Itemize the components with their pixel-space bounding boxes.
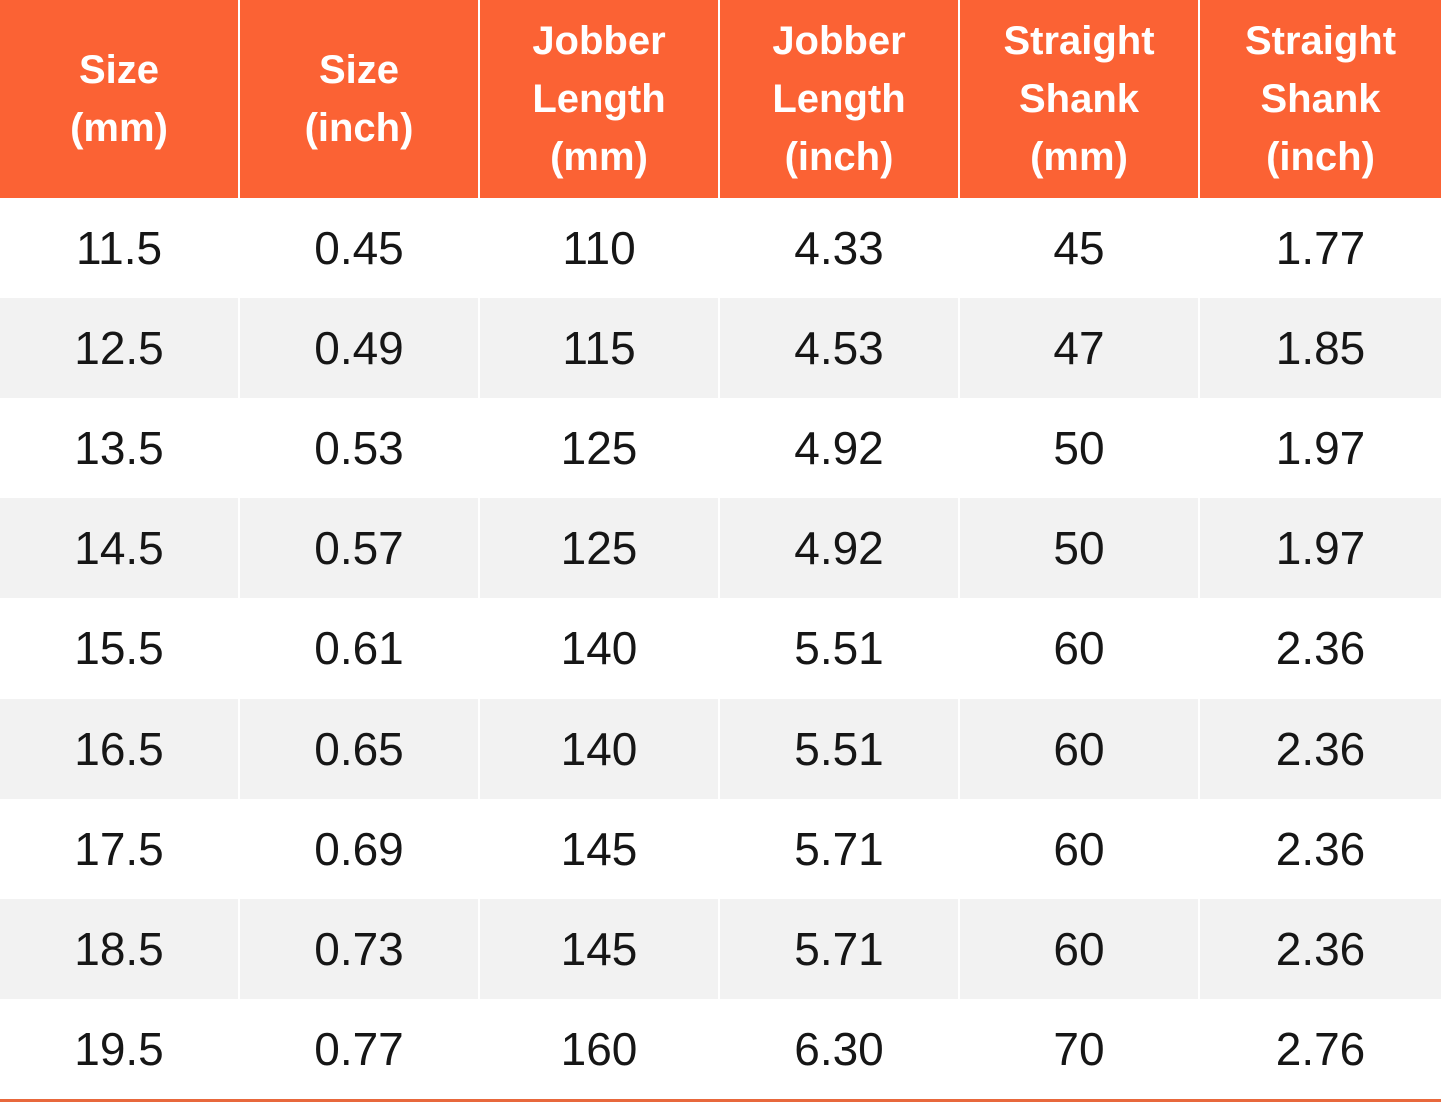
table-row: 14.5 0.57 125 4.92 50 1.97 (0, 498, 1441, 599)
table-cell: 2.36 (1200, 798, 1441, 899)
table-row: 17.5 0.69 145 5.71 60 2.36 (0, 798, 1441, 899)
table-cell: 12.5 (0, 298, 240, 399)
table-cell: 11.5 (0, 198, 240, 299)
column-header-size-inch: Size (inch) (240, 0, 480, 198)
table-cell: 1.97 (1200, 398, 1441, 499)
table-cell: 50 (960, 398, 1200, 499)
table-cell: 115 (480, 298, 720, 399)
table-cell: 60 (960, 698, 1200, 799)
table-cell: 5.51 (720, 598, 960, 699)
column-header-straight-shank-mm: Straight Shank (mm) (960, 0, 1200, 198)
table-cell: 2.76 (1200, 998, 1441, 1099)
table-row: 15.5 0.61 140 5.51 60 2.36 (0, 598, 1441, 699)
table-row: 19.5 0.77 160 6.30 70 2.76 (0, 998, 1441, 1099)
table-cell: 1.85 (1200, 298, 1441, 399)
table-cell: 2.36 (1200, 898, 1441, 999)
table-header-row: Size (mm) Size (inch) Jobber Length (mm)… (0, 0, 1441, 198)
table-row: 11.5 0.45 110 4.33 45 1.77 (0, 198, 1441, 299)
table-cell: 0.57 (240, 498, 480, 599)
table-cell: 0.73 (240, 898, 480, 999)
table-cell: 5.71 (720, 798, 960, 899)
table-cell: 4.92 (720, 398, 960, 499)
table-cell: 0.45 (240, 198, 480, 299)
table-cell: 4.53 (720, 298, 960, 399)
table-cell: 18.5 (0, 898, 240, 999)
table-cell: 6.30 (720, 998, 960, 1099)
table-cell: 4.92 (720, 498, 960, 599)
table-row: 16.5 0.65 140 5.51 60 2.36 (0, 698, 1441, 799)
table-cell: 140 (480, 698, 720, 799)
table-cell: 60 (960, 798, 1200, 899)
table-cell: 2.36 (1200, 598, 1441, 699)
table-cell: 1.77 (1200, 198, 1441, 299)
table-header: Size (mm) Size (inch) Jobber Length (mm)… (0, 0, 1441, 198)
table-cell: 0.61 (240, 598, 480, 699)
table-cell: 0.69 (240, 798, 480, 899)
table-cell: 5.51 (720, 698, 960, 799)
table-cell: 16.5 (0, 698, 240, 799)
table-cell: 60 (960, 598, 1200, 699)
table-cell: 0.65 (240, 698, 480, 799)
table-cell: 125 (480, 498, 720, 599)
table-body: 11.5 0.45 110 4.33 45 1.77 12.5 0.49 115… (0, 198, 1441, 1099)
table-cell: 15.5 (0, 598, 240, 699)
table-cell: 13.5 (0, 398, 240, 499)
table-cell: 14.5 (0, 498, 240, 599)
table-cell: 4.33 (720, 198, 960, 299)
table-cell: 19.5 (0, 998, 240, 1099)
column-header-straight-shank-inch: Straight Shank (inch) (1200, 0, 1441, 198)
table-cell: 140 (480, 598, 720, 699)
table-cell: 47 (960, 298, 1200, 399)
table-cell: 110 (480, 198, 720, 299)
column-header-size-mm: Size (mm) (0, 0, 240, 198)
table-cell: 50 (960, 498, 1200, 599)
table-cell: 0.77 (240, 998, 480, 1099)
table-row: 13.5 0.53 125 4.92 50 1.97 (0, 398, 1441, 499)
column-header-jobber-length-mm: Jobber Length (mm) (480, 0, 720, 198)
table-cell: 160 (480, 998, 720, 1099)
table-row: 18.5 0.73 145 5.71 60 2.36 (0, 898, 1441, 999)
table-cell: 70 (960, 998, 1200, 1099)
table-cell: 17.5 (0, 798, 240, 899)
table-cell: 5.71 (720, 898, 960, 999)
table-row: 12.5 0.49 115 4.53 47 1.85 (0, 298, 1441, 399)
table-cell: 60 (960, 898, 1200, 999)
table-cell: 2.36 (1200, 698, 1441, 799)
table-cell: 125 (480, 398, 720, 499)
table-cell: 45 (960, 198, 1200, 299)
table-cell: 0.49 (240, 298, 480, 399)
table-cell: 145 (480, 798, 720, 899)
table-cell: 145 (480, 898, 720, 999)
table-cell: 0.53 (240, 398, 480, 499)
column-header-jobber-length-inch: Jobber Length (inch) (720, 0, 960, 198)
table-cell: 1.97 (1200, 498, 1441, 599)
